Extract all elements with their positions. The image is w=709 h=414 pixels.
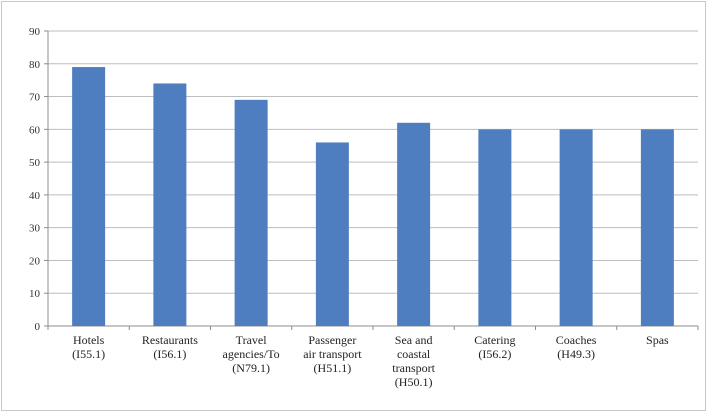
y-tick-label: 60 (29, 124, 41, 136)
category-label: Restaurants (142, 333, 198, 347)
category-label: Passenger (308, 333, 356, 347)
category-label: Hotels (73, 333, 105, 347)
bars (72, 67, 674, 327)
bar (397, 122, 431, 327)
y-tick-label: 30 (29, 223, 41, 235)
y-tick-label: 0 (35, 321, 41, 333)
category-label: agencies/To (223, 347, 280, 361)
bar (72, 67, 106, 327)
category-label: Sea and (395, 333, 433, 347)
y-tick-label: 50 (29, 157, 41, 169)
category-label: coastal (397, 347, 431, 361)
bar (315, 142, 349, 326)
y-tick-label: 80 (29, 59, 41, 71)
category-label: (H51.1) (314, 361, 352, 375)
bar (478, 129, 512, 326)
category-label: (I55.1) (72, 347, 105, 361)
category-label: Catering (474, 333, 515, 347)
y-tick-label: 20 (29, 255, 41, 267)
gridlines (48, 30, 698, 294)
category-label: Travel (236, 333, 268, 347)
category-label: transport (392, 361, 435, 375)
category-label: (I56.1) (153, 347, 186, 361)
labels: 0 10 20 30 40 50 60 70 80 90 Hotels(I55.1) Restaura… (29, 26, 669, 389)
bar (559, 129, 593, 326)
bar (153, 83, 187, 326)
bar (640, 129, 674, 326)
category-label: air transport (303, 347, 362, 361)
bar (234, 99, 268, 326)
y-tick-label: 40 (29, 190, 41, 202)
category-label: Coaches (556, 333, 597, 347)
category-label: (H49.3) (557, 347, 595, 361)
category-label: (I56.2) (478, 347, 511, 361)
axes (44, 30, 699, 330)
y-tick-label: 90 (29, 26, 41, 38)
y-tick-label: 10 (29, 288, 41, 300)
y-tick-label: 70 (29, 92, 41, 104)
category-label: (H50.1) (395, 375, 433, 389)
category-label: (N79.1) (232, 361, 270, 375)
category-label: Spas (646, 333, 669, 347)
